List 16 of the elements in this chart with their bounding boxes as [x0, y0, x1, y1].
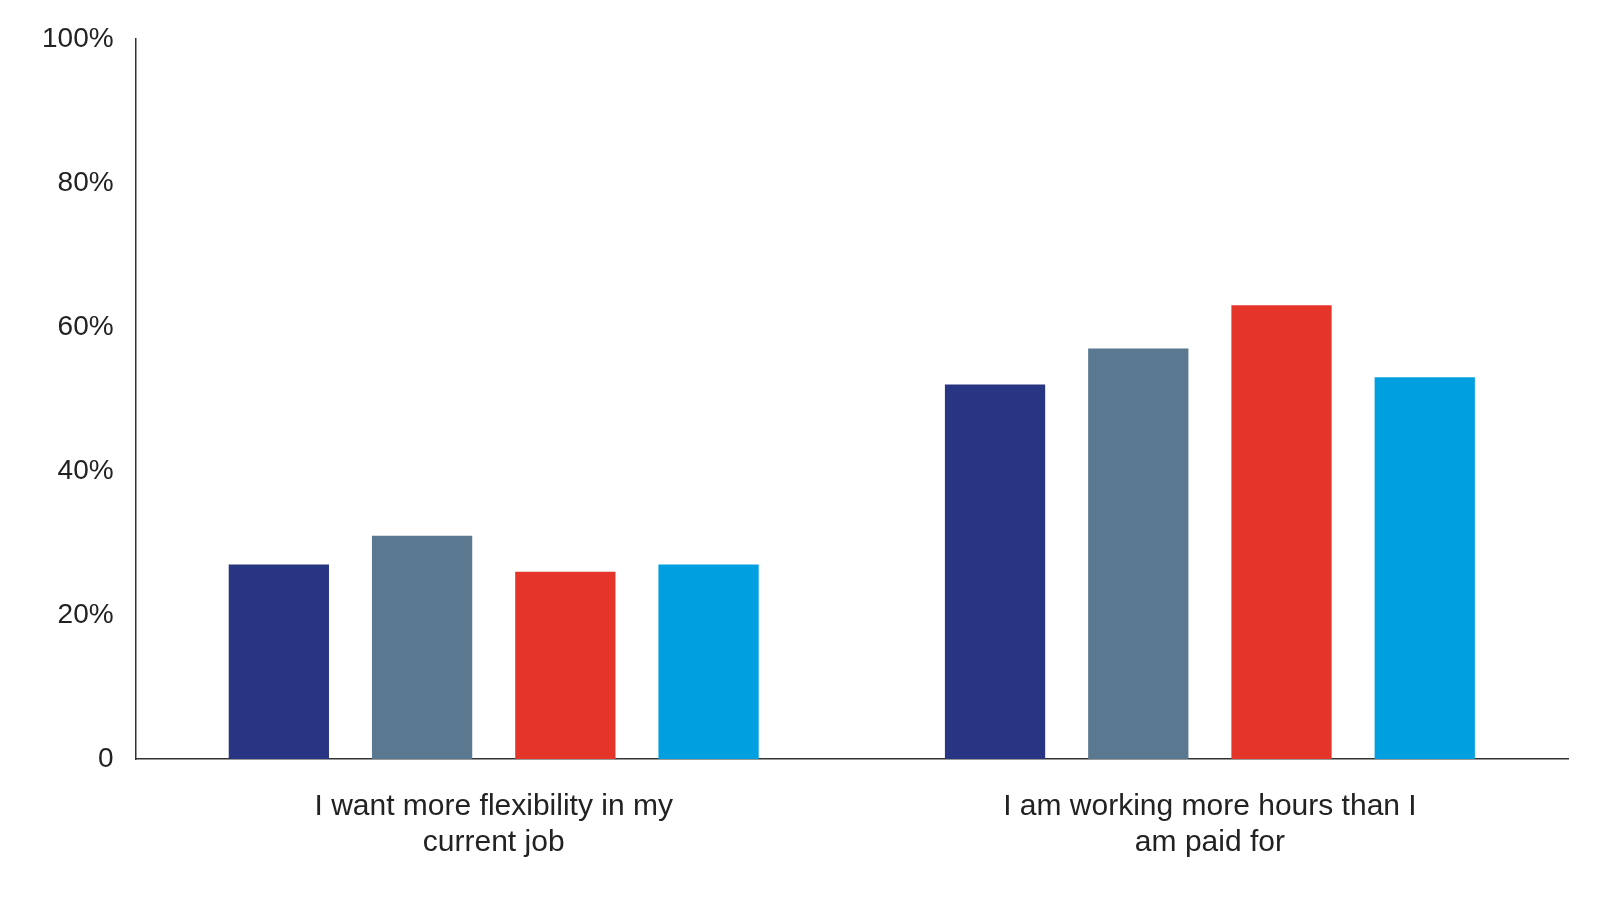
y-tick-label: 60%: [57, 309, 114, 341]
bar: [371, 535, 473, 759]
x-tick-label: I am working more hours than I am paid for: [1003, 788, 1417, 858]
bar: [944, 384, 1046, 759]
bar: [1231, 305, 1332, 759]
y-tick-label: 20%: [57, 597, 114, 629]
bar: [1374, 377, 1475, 759]
bar: [658, 564, 759, 759]
y-tick-label: 80%: [57, 165, 114, 197]
y-tick-label: 0: [98, 741, 114, 773]
y-tick-label: 100%: [41, 21, 114, 53]
bar: [1088, 348, 1189, 759]
bar: [228, 564, 329, 759]
bar: [515, 571, 616, 759]
y-tick-label: 40%: [57, 453, 114, 485]
x-tick-label: I want more flexibility in my current job: [314, 788, 673, 858]
